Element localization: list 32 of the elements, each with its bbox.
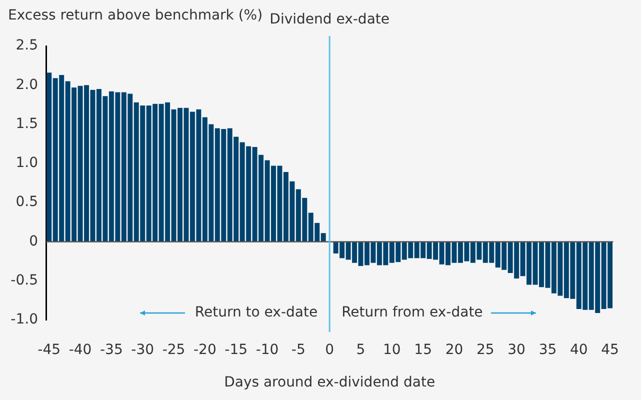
y-tick-label: 1.5 xyxy=(16,116,38,132)
x-tick-label: -5 xyxy=(291,342,306,358)
x-tick-label: -25 xyxy=(162,342,186,358)
x-tick-label: -15 xyxy=(224,342,248,358)
x-tick-label: -45 xyxy=(38,342,61,358)
annotation: Return from ex-date xyxy=(342,304,483,321)
y-tick-label: 2.0 xyxy=(16,76,38,93)
y-tick-label: 0.5 xyxy=(16,194,38,210)
ref-line-label: Dividend ex-date xyxy=(270,12,390,28)
y-tick-label: 2.5 xyxy=(16,38,38,54)
x-tick-label: 25 xyxy=(476,342,494,358)
x-tick-label: -40 xyxy=(68,342,92,358)
y-tick-label: -0.5 xyxy=(10,272,38,288)
x-tick-label: 30 xyxy=(508,342,526,358)
y-tick-label: 0 xyxy=(29,233,38,250)
x-tick-label: 20 xyxy=(445,342,464,358)
y-tick-label: 1.0 xyxy=(16,155,38,172)
x-axis-title: Days around ex-dividend date xyxy=(224,374,436,391)
x-tick-label: -10 xyxy=(256,342,279,358)
y-tick-label: -1.0 xyxy=(10,312,38,328)
x-tick-label: -35 xyxy=(100,342,123,358)
x-tick-label: -30 xyxy=(131,342,154,358)
x-tick-label: 5 xyxy=(356,342,366,358)
x-tick-label: 10 xyxy=(382,342,401,358)
y-axis-title: Excess return above benchmark (%) xyxy=(8,8,263,24)
x-tick-label: 0 xyxy=(325,342,334,358)
x-tick-label: -20 xyxy=(193,342,216,358)
annotation: Return to ex-date xyxy=(194,304,318,321)
x-tick-label: 45 xyxy=(601,342,619,358)
x-tick-label: 40 xyxy=(570,342,588,358)
x-tick-label: 35 xyxy=(538,342,557,358)
x-tick-label: 15 xyxy=(414,342,432,358)
